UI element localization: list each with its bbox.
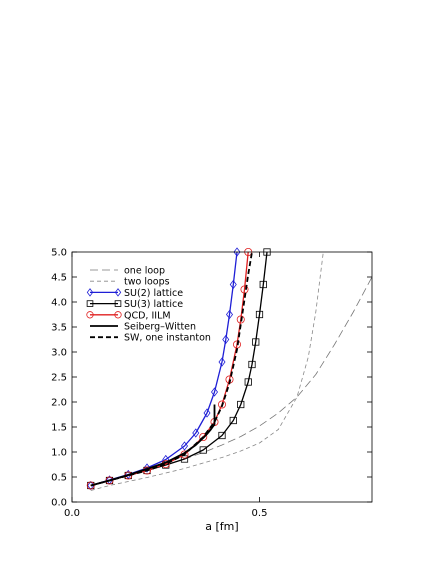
data-point-circle	[86, 311, 94, 319]
data-point-square	[248, 360, 256, 369]
data-point-square	[229, 416, 237, 425]
data-point-square	[259, 280, 267, 289]
data-point-square	[244, 378, 252, 386]
plot-marks	[86, 247, 373, 491]
y-tick-label: 2.5	[51, 373, 67, 384]
y-tick-label: 1.5	[51, 423, 67, 434]
data-point-diamond	[229, 279, 237, 290]
data-point-diamond	[86, 288, 94, 297]
x-axis-label: a [fm]	[205, 520, 238, 533]
y-tick-label: 3.5	[51, 323, 67, 334]
axis-ticks: 0.0 0.5 1.0 1.5 2.0 2.5 3.0 3.5 4.0 4.5 5.0 0.0 0.5	[51, 248, 372, 519]
legend-label: SU(2) lattice	[124, 288, 183, 299]
legend-label: SU(3) lattice	[124, 299, 183, 310]
data-point-circle	[199, 432, 208, 441]
data-point-diamond	[181, 441, 188, 451]
data-point-circle	[217, 400, 226, 409]
data-point-circle	[240, 285, 249, 294]
data-point-square	[237, 400, 245, 409]
y-tick-label: 4.0	[51, 298, 67, 309]
data-point-diamond	[143, 463, 151, 473]
y-tick-label: 2.0	[51, 398, 67, 409]
series-7	[90, 251, 253, 487]
y-tick-label: 0.5	[51, 473, 67, 484]
data-point-diamond	[226, 309, 233, 320]
data-point-circle	[105, 476, 114, 485]
series-2	[90, 251, 324, 491]
data-point-circle	[86, 481, 95, 490]
data-point-square	[114, 300, 122, 307]
legend-label: one loop	[124, 266, 165, 277]
data-point-diamond	[233, 247, 241, 257]
legend-label: Seiberg–Witten	[124, 322, 196, 333]
data-point-square	[218, 431, 226, 440]
data-point-circle	[236, 315, 245, 324]
y-tick-label: 4.5	[51, 273, 67, 284]
series-line	[90, 251, 253, 487]
data-point-diamond	[222, 334, 230, 345]
data-point-circle	[114, 311, 122, 319]
data-point-diamond	[192, 428, 200, 438]
x-tick-label: 0.5	[252, 508, 268, 519]
data-point-circle	[232, 340, 241, 349]
legend-label: QCD, IILM	[124, 310, 171, 321]
data-point-diamond	[114, 288, 122, 297]
y-tick-label: 5.0	[51, 248, 67, 259]
y-tick-label: 3.0	[51, 348, 67, 359]
data-point-square	[180, 455, 189, 463]
y-tick-label: 0.0	[51, 498, 67, 509]
legend-label: SW, one instanton	[124, 333, 211, 344]
data-point-square	[255, 310, 264, 319]
legend-label: two loops	[124, 277, 170, 288]
data-point-square	[252, 338, 260, 346]
data-point-diamond	[218, 357, 226, 367]
series-line	[90, 251, 324, 491]
data-point-square	[86, 300, 94, 307]
series-4	[87, 248, 271, 490]
y-tick-label: 1.0	[51, 448, 67, 459]
data-point-diamond	[203, 408, 211, 418]
data-point-diamond	[211, 387, 218, 397]
x-tick-label: 0.0	[64, 508, 80, 519]
data-point-square	[199, 446, 207, 454]
